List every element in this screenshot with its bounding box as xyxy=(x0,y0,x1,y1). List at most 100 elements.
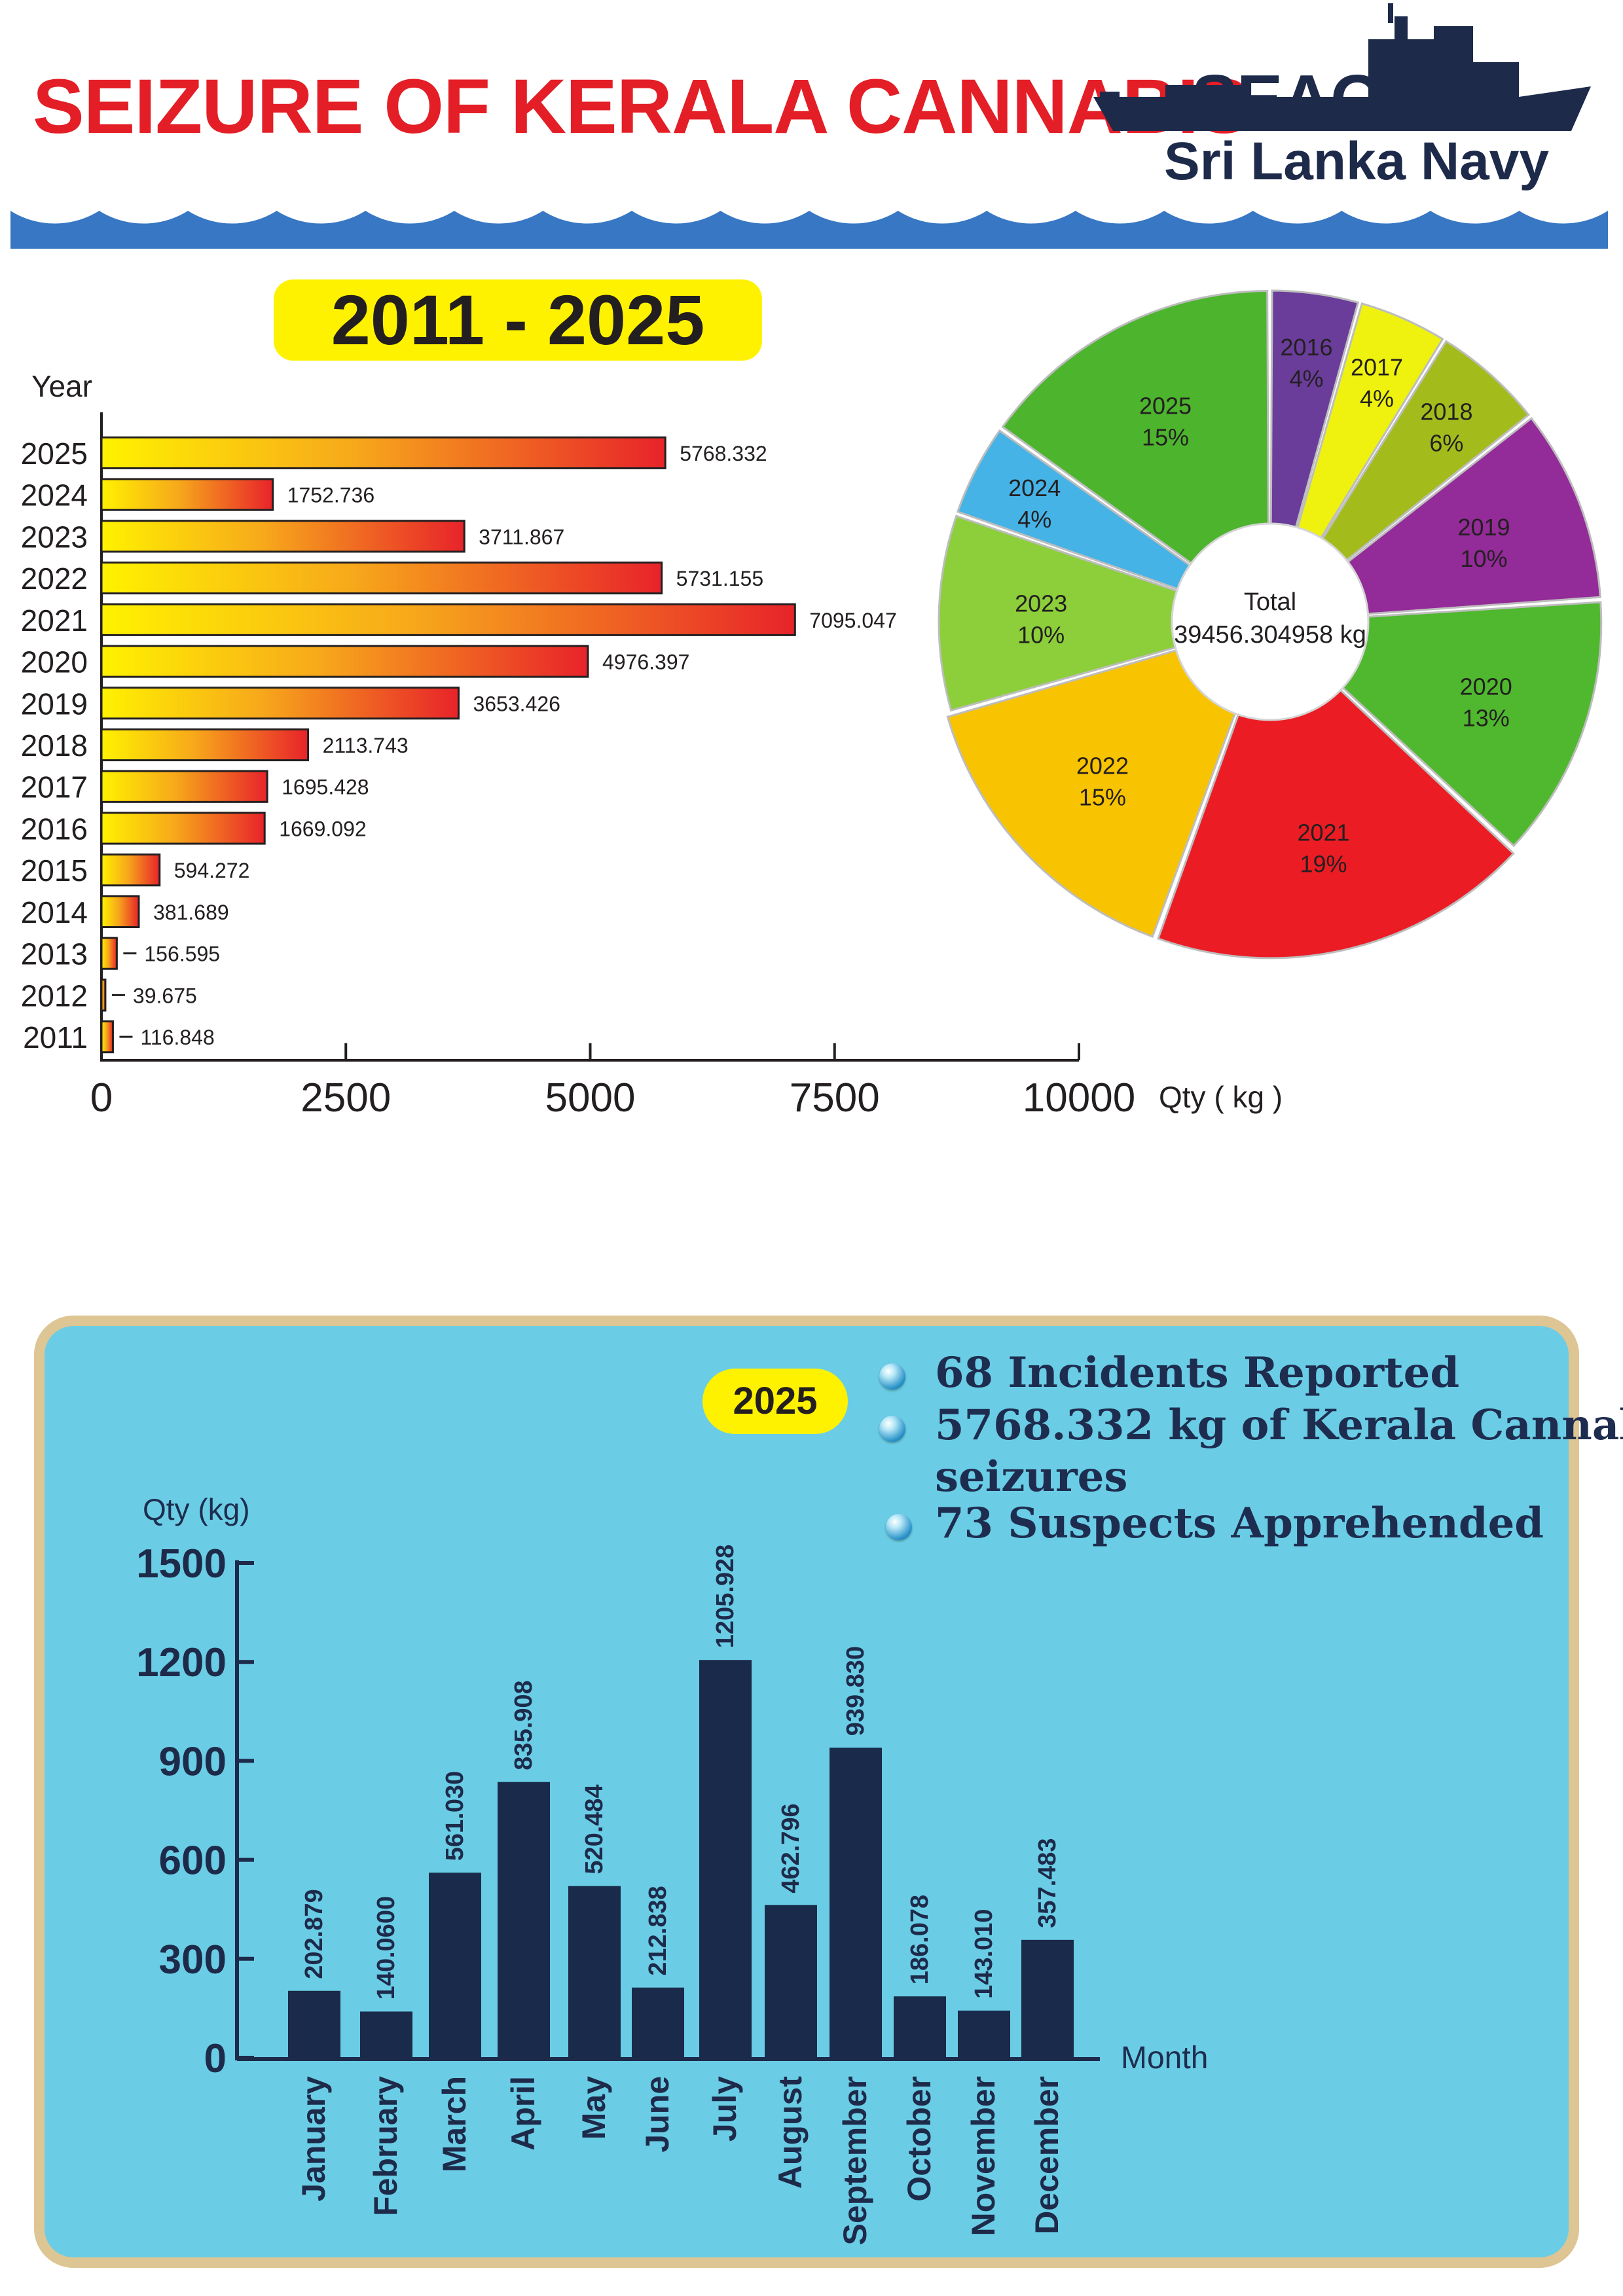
donut-slice-year-label: 2023 xyxy=(1015,590,1067,617)
hbar-y-tick-label: 2025 xyxy=(21,437,88,471)
hbar-x-tick-label: 7500 xyxy=(790,1075,880,1121)
donut-total-label: Total xyxy=(1244,588,1296,616)
hbar-y-tick-label: 2023 xyxy=(21,520,88,554)
donut-slices xyxy=(938,289,1603,960)
vbar-bars: 202.879 January 140.0600 February 561.030 Mar… xyxy=(288,1545,1074,2245)
logo-org: Sri Lanka Navy xyxy=(1164,132,1549,191)
hbar-value-label: 5768.332 xyxy=(680,442,767,465)
vbar-value-label: 462.796 xyxy=(777,1803,805,1893)
hbar-y-tick-label: 2011 xyxy=(23,1020,88,1054)
hbar-bar-2023 xyxy=(100,520,465,553)
vbar-bar-november xyxy=(958,2010,1010,2058)
vbar-value-label: 140.0600 xyxy=(373,1896,400,2000)
year-range-badge: 2011 - 2025 xyxy=(274,279,762,361)
hbar-value-label: 381.689 xyxy=(153,901,229,924)
hbar-y-tick-label: 2014 xyxy=(21,895,88,929)
wave-banner xyxy=(10,211,1608,249)
hbar-x-tick-label: 2500 xyxy=(301,1075,391,1121)
fact-seizure-qty: 5768.332 kg of Kerala Cannabis xyxy=(935,1401,1623,1450)
hbar-value-label: 39.675 xyxy=(133,984,197,1007)
bullet-icon xyxy=(879,1363,905,1390)
donut-slice-pct-label: 10% xyxy=(1017,622,1065,649)
vbar-value-label: 202.879 xyxy=(301,1889,328,1979)
vbar-x-tick-label: June xyxy=(639,2076,676,2153)
vbar-value-label: 520.484 xyxy=(581,1784,608,1874)
vbar-x-tick-label: February xyxy=(367,2076,404,2216)
navy-ship-logo xyxy=(1093,3,1591,131)
donut-total-value: 39456.304958 kg xyxy=(1174,621,1366,649)
hbar-y-tick-label: 2012 xyxy=(21,978,88,1013)
vbar-y-tick-label: 300 xyxy=(159,1937,227,1982)
vbar-value-label: 835.908 xyxy=(510,1680,538,1770)
yearly-bar-chart: Year Qty ( kg ) 0 2500 5000 7500 10000 2025 5… xyxy=(21,369,1283,1121)
vbar-bar-september xyxy=(830,1748,882,2058)
hbar-y-tick-label: 2018 xyxy=(21,728,88,762)
hbar-y-tick-label: 2020 xyxy=(21,645,88,679)
fact-incidents: 68 Incidents Reported xyxy=(935,1348,1460,1397)
hbar-value-label: 2113.743 xyxy=(323,734,409,757)
yearly-donut-chart: Total 39456.304958 kg 2016 4% 2017 4% 2018 6%… xyxy=(938,289,1603,960)
donut-slice-pct-label: 15% xyxy=(1079,784,1126,811)
vbar-x-tick-label: November xyxy=(965,2076,1002,2236)
hbar-y-tick-label: 2024 xyxy=(21,478,88,512)
vbar-y-tick-label: 0 xyxy=(204,2036,227,2081)
summary-panel xyxy=(34,1316,1579,2268)
hbar-x-tick-label: 5000 xyxy=(545,1075,636,1121)
hbar-bar-2012 xyxy=(100,978,107,1012)
hbar-y-tick-label: 2016 xyxy=(21,812,88,846)
vbar-x-tick-label: October xyxy=(901,2076,938,2202)
hbar-value-label: 4976.397 xyxy=(602,651,689,674)
vbar-x-tick-label: April xyxy=(505,2076,541,2151)
vbar-bar-october xyxy=(894,1996,946,2058)
donut-slice-year-label: 2025 xyxy=(1139,393,1192,420)
monthly-bar-chart: Qty (kg) Month 0 300 600 900 1200 1500 202.87… xyxy=(136,1492,1208,2245)
hbar-bars: 2025 5768.332 2024 1752.736 2023 3711.867 2022… xyxy=(21,436,897,1054)
vbar-x-tick-label: March xyxy=(436,2076,473,2172)
vbar-y-tick-label: 1200 xyxy=(136,1640,227,1685)
vbar-value-label: 561.030 xyxy=(441,1771,469,1861)
vbar-bar-january xyxy=(288,1990,340,2058)
hbar-bar-2018 xyxy=(100,728,310,762)
hbar-bar-2016 xyxy=(100,812,266,845)
donut-slice-pct-label: 15% xyxy=(1142,424,1189,451)
vbar-value-label: 143.010 xyxy=(970,1909,998,1999)
hbar-bar-2014 xyxy=(100,895,140,929)
ship-superstructure xyxy=(1368,39,1473,97)
donut-slice-pct-label: 19% xyxy=(1300,850,1347,877)
hbar-bar-2011 xyxy=(100,1020,114,1054)
ship-hull-shape xyxy=(1093,86,1591,131)
donut-slice-pct-label: 4% xyxy=(1360,385,1394,412)
hbar-y-tick-label: 2013 xyxy=(21,937,88,971)
donut-slice-year-label: 2024 xyxy=(1008,475,1061,501)
donut-slice-year-label: 2017 xyxy=(1351,353,1403,380)
vbar-y-tick-label: 1500 xyxy=(136,1541,227,1587)
vbar-x-tick-label: August xyxy=(772,2076,809,2189)
hbar-bar-2022 xyxy=(100,561,663,595)
hbar-value-label: 3653.426 xyxy=(473,692,560,715)
hbar-y-axis-label: Year xyxy=(31,369,92,403)
hbar-value-label: 1752.736 xyxy=(287,484,374,507)
vbar-y-tick-label: 900 xyxy=(159,1739,227,1784)
hbar-value-label: 156.595 xyxy=(144,942,220,966)
logo-name: SEAOPS xyxy=(1192,61,1474,138)
hbar-y-tick-label: 2017 xyxy=(21,770,88,804)
hbar-y-tick-label: 2021 xyxy=(21,603,88,637)
hbar-x-axis-label: Qty ( kg ) xyxy=(1159,1080,1283,1114)
summary-year-badge: 2025 xyxy=(702,1369,848,1434)
donut-slice-year-label: 2021 xyxy=(1297,819,1349,846)
hbar-value-label: 1669.092 xyxy=(279,817,366,840)
hbar-x-tick-label: 10000 xyxy=(1023,1075,1135,1121)
hbar-bar-2025 xyxy=(100,436,666,469)
donut-hole xyxy=(1171,522,1370,721)
hbar-value-label: 116.848 xyxy=(140,1026,214,1049)
hbar-value-label: 1695.428 xyxy=(282,776,369,799)
donut-slice-pct-label: 4% xyxy=(1017,506,1051,533)
hbar-bar-2020 xyxy=(100,645,589,678)
hbar-bar-2013 xyxy=(100,937,118,970)
vbar-y-tick-label: 600 xyxy=(159,1839,227,1884)
vbar-value-label: 939.830 xyxy=(842,1646,869,1736)
donut-slice-year-label: 2022 xyxy=(1076,753,1129,780)
hbar-value-label: 7095.047 xyxy=(809,609,896,632)
donut-slice-year-label: 2016 xyxy=(1280,334,1332,361)
donut-slice-pct-label: 10% xyxy=(1461,545,1508,572)
